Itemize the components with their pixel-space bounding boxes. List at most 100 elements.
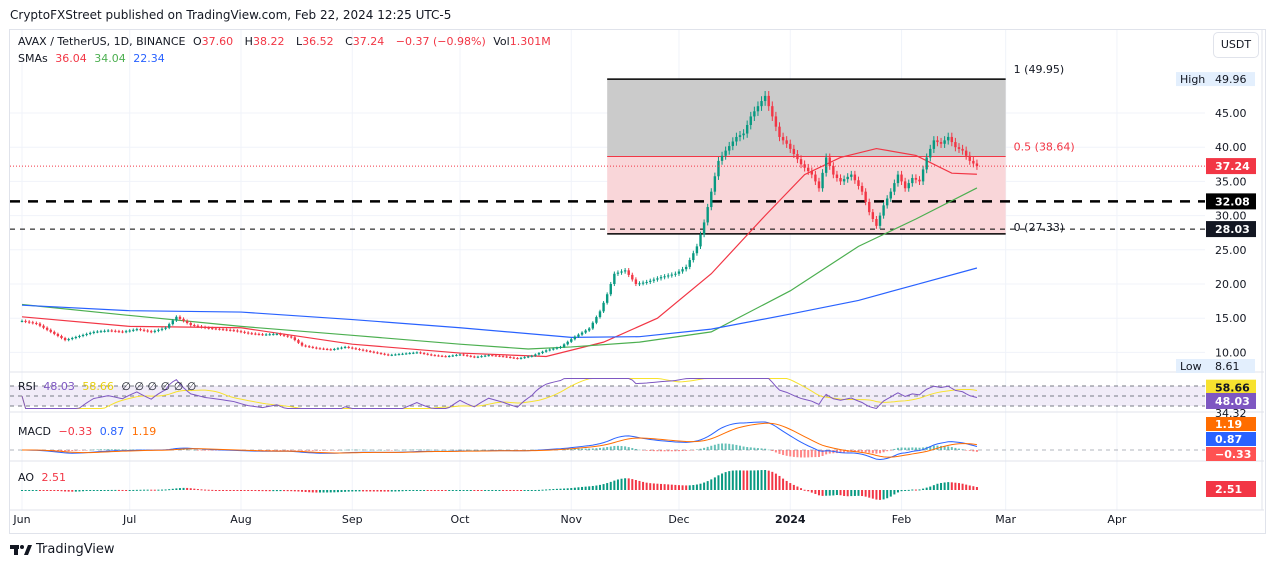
change-value: −0.37 (−0.98%)	[395, 35, 486, 48]
ao-bar	[502, 490, 505, 491]
candle-body	[929, 148, 932, 158]
macd-histogram-bar	[261, 450, 264, 451]
candle-body	[573, 336, 577, 340]
ao-bar	[609, 481, 612, 490]
ao-bar	[200, 489, 203, 491]
candle-body	[498, 355, 501, 357]
macd-histogram-bar	[735, 444, 738, 450]
candle-body	[889, 191, 892, 199]
ao-bar	[695, 484, 698, 490]
candle-body	[548, 349, 551, 351]
macd-histogram-bar	[318, 450, 321, 451]
ao-legend[interactable]: AO 2.51	[18, 471, 70, 484]
candle-body	[724, 150, 727, 156]
macd-histogram-bar	[620, 446, 623, 450]
candle-body	[343, 346, 347, 348]
macd-histogram-bar	[918, 447, 921, 450]
rsi-price-tag	[1206, 379, 1256, 396]
ao-bar	[397, 490, 400, 492]
candle-body	[49, 329, 52, 332]
candle-body	[842, 179, 846, 182]
candle-body	[753, 111, 756, 117]
macd-histogram-bar	[893, 448, 896, 450]
ao-bar	[139, 489, 142, 491]
ao-bar	[150, 489, 153, 491]
candle-body	[214, 328, 218, 330]
ao-bar	[430, 490, 433, 491]
candle-body	[868, 201, 871, 213]
macd-histogram-bar	[731, 444, 734, 450]
ao-bar	[211, 489, 214, 491]
candle-body	[749, 116, 752, 125]
candle-body	[878, 215, 882, 226]
sma-legend[interactable]: SMAs 36.04 34.04 22.34	[18, 52, 169, 65]
ao-bar	[157, 489, 160, 491]
candle-body	[369, 351, 372, 353]
candle-body	[81, 334, 85, 336]
footer-brand: TradingView	[36, 542, 115, 557]
sma200-value: 22.34	[133, 52, 165, 65]
ao-bar	[121, 489, 124, 491]
macd-histogram-bar	[351, 449, 354, 451]
macd-histogram-bar	[588, 448, 591, 450]
candle-body	[268, 334, 271, 336]
candle-body	[652, 279, 656, 281]
macd-histogram-bar	[96, 449, 99, 450]
candle-body	[24, 320, 27, 322]
macd-histogram-bar	[437, 449, 440, 451]
candle-body	[178, 316, 182, 319]
ao-bar	[135, 489, 138, 491]
high-value: 38.22	[252, 35, 285, 48]
candle-body	[264, 334, 268, 336]
candle-body	[304, 345, 307, 347]
ao-bar	[602, 484, 605, 490]
macd-legend[interactable]: MACD −0.33 0.87 1.19	[18, 425, 160, 438]
ao-bar	[46, 490, 49, 491]
macd-histogram-bar	[125, 449, 128, 451]
ao-bar	[548, 489, 551, 491]
ao-bar	[624, 478, 627, 490]
ao-bar	[792, 484, 795, 490]
ao-bar	[670, 484, 673, 490]
currency-button[interactable]: USDT	[1213, 32, 1259, 58]
tradingview-logo: TradingView	[10, 542, 115, 557]
macd-histogram-bar	[972, 450, 975, 452]
macd-histogram-bar	[771, 450, 774, 451]
macd-histogram-bar	[92, 449, 95, 451]
macd-histogram-bar	[785, 450, 788, 456]
rsi-legend[interactable]: RSI 48.03 58.66 ∅ ∅ ∅ ∅ ∅ ∅	[18, 380, 200, 393]
macd-histogram-bar	[950, 447, 953, 450]
macd-histogram-bar	[749, 447, 752, 450]
candle-body	[175, 316, 178, 321]
candle-body	[720, 155, 724, 161]
candle-body	[232, 330, 236, 332]
macd-histogram-bar	[591, 448, 594, 450]
macd-histogram-bar	[961, 449, 964, 450]
chart-frame[interactable]	[9, 29, 1266, 534]
macd-histogram-bar	[896, 447, 899, 450]
ao-bar	[265, 490, 268, 492]
macd-histogram-bar	[792, 450, 795, 457]
candle-body	[875, 219, 878, 226]
candle-body	[372, 351, 376, 353]
macd-histogram-bar	[372, 449, 375, 451]
ao-bar	[756, 470, 759, 490]
candle-body	[925, 157, 928, 170]
symbol-legend[interactable]: AVAX / TetherUS, 1D, BINANCE O37.60 H38.…	[18, 35, 559, 48]
candle-body	[182, 318, 185, 321]
macd-histogram-bar	[782, 450, 785, 456]
candle-body	[778, 126, 781, 137]
ao-bar	[390, 490, 393, 492]
ao-bar	[620, 478, 623, 490]
fib-level-label: 0.5 (38.64)	[1014, 141, 1075, 154]
candle-body	[692, 253, 695, 261]
candle-body	[616, 272, 620, 274]
candle-body	[494, 355, 498, 357]
ao-bar	[968, 485, 971, 490]
ao-bar	[893, 490, 896, 495]
ao-bar	[864, 490, 867, 497]
ao-bar	[588, 486, 591, 490]
candle-body	[437, 355, 440, 357]
candle-body	[394, 354, 397, 356]
